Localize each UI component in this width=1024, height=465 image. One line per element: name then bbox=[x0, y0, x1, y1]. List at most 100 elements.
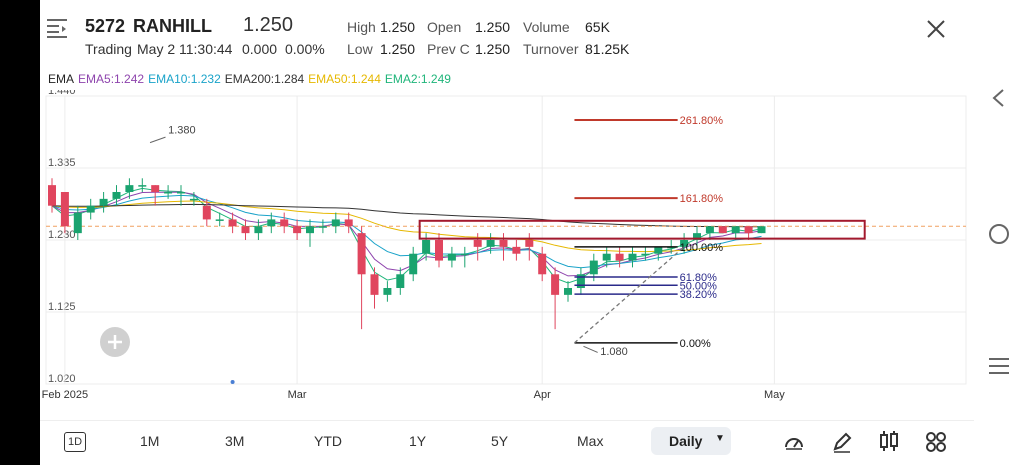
fib-level-label: 261.80% bbox=[680, 115, 724, 127]
timeframe-3m[interactable]: 3M bbox=[225, 433, 245, 449]
high-annotation: 1.380 bbox=[168, 125, 196, 137]
candle-body bbox=[138, 185, 147, 187]
fib-level-label: 38.20% bbox=[680, 289, 718, 301]
ema-line bbox=[51, 194, 762, 269]
x-tick-label: May bbox=[764, 389, 785, 401]
candle-body bbox=[409, 253, 418, 275]
draw-pencil-icon[interactable] bbox=[831, 431, 853, 453]
candlestick-chart[interactable]: 1.440 1.335 1.230 1.125 1.020 Feb 2025 Mar Apr M… bbox=[40, 90, 974, 410]
candle-body bbox=[654, 246, 663, 254]
y-tick-label: 1.020 bbox=[48, 373, 76, 385]
stat-value: 1.250 bbox=[475, 19, 511, 35]
ema-legend-item: EMA50:1.244 bbox=[308, 72, 381, 86]
stat-label: Open bbox=[427, 19, 462, 35]
candle-body bbox=[589, 260, 598, 275]
home-icon[interactable] bbox=[988, 223, 1010, 245]
back-icon[interactable] bbox=[990, 88, 1006, 108]
candle-body bbox=[718, 226, 727, 234]
candle-body bbox=[757, 226, 766, 234]
candle-body bbox=[744, 226, 753, 234]
candle-body bbox=[499, 240, 508, 247]
chevron-down-icon: ▼ bbox=[715, 433, 725, 444]
add-indicator-button[interactable] bbox=[100, 327, 130, 357]
close-icon[interactable] bbox=[926, 19, 946, 39]
stat-value: 81.25K bbox=[585, 41, 630, 57]
candle-body bbox=[693, 233, 701, 240]
fib-trend-line bbox=[574, 246, 685, 344]
stat-label: Prev C bbox=[427, 41, 470, 57]
candle-body bbox=[241, 226, 250, 234]
stat-label: Turnover bbox=[523, 41, 579, 57]
candle-body bbox=[86, 205, 95, 213]
y-tick-label: 1.335 bbox=[48, 157, 76, 169]
ema-legend-item: EMA bbox=[48, 72, 75, 86]
candle-body bbox=[641, 253, 650, 256]
candle-body bbox=[602, 253, 611, 261]
candle-body bbox=[151, 185, 160, 192]
fib-level-label: 0.00% bbox=[680, 338, 711, 350]
y-tick-label: 1.125 bbox=[48, 301, 76, 313]
candle-body bbox=[460, 253, 469, 256]
trading-status: Trading bbox=[85, 41, 132, 57]
candle-body bbox=[383, 288, 392, 295]
timeframe-max[interactable]: Max bbox=[577, 433, 604, 449]
candle-body bbox=[215, 219, 224, 221]
candle-body bbox=[99, 198, 108, 206]
low-annotation: 1.080 bbox=[600, 346, 628, 358]
chart-screen: 5272 RANHILL 1.250 Trading May 2 11:30:4… bbox=[40, 0, 974, 465]
annotation-leader bbox=[149, 136, 166, 144]
x-tick-label: Apr bbox=[534, 389, 551, 401]
candle-type-icon[interactable] bbox=[878, 430, 900, 452]
y-tick-label: 1.230 bbox=[48, 229, 76, 241]
stat-label: High bbox=[347, 19, 376, 35]
interval-label: Daily bbox=[669, 433, 703, 449]
candle-body bbox=[357, 233, 366, 275]
timeframe-1d[interactable]: 1D bbox=[64, 432, 86, 452]
interval-dropdown[interactable]: Daily ▼ bbox=[651, 427, 731, 455]
candle-body bbox=[331, 219, 340, 227]
speedometer-icon[interactable] bbox=[783, 431, 805, 453]
ema-line bbox=[51, 200, 762, 253]
candle-body bbox=[680, 240, 689, 247]
timeframe-5y[interactable]: 5Y bbox=[491, 433, 509, 449]
grid-layout-icon[interactable] bbox=[925, 431, 947, 453]
price-change-pct: 0.00% bbox=[285, 41, 325, 57]
menu-icon[interactable] bbox=[46, 18, 68, 38]
last-price: 1.250 bbox=[243, 14, 294, 36]
candle-body bbox=[473, 240, 482, 247]
candle-body bbox=[267, 219, 276, 227]
candle-body bbox=[396, 274, 405, 288]
fib-level-label: 50.00% bbox=[680, 280, 718, 292]
timeframe-label: 1D bbox=[67, 436, 83, 448]
candle-body bbox=[731, 226, 740, 234]
ema-legend-item: EMA5:1.242 bbox=[78, 72, 145, 86]
stat-value: 1.250 bbox=[475, 41, 511, 57]
candle-body bbox=[344, 219, 353, 227]
x-tick-label: Mar bbox=[288, 389, 307, 401]
event-marker bbox=[230, 380, 235, 384]
candle-body bbox=[125, 185, 134, 192]
stat-label: Volume bbox=[523, 19, 570, 35]
candle-body bbox=[435, 240, 443, 261]
candle-body bbox=[705, 226, 714, 234]
ema-legend-item: EMA200:1.284 bbox=[224, 72, 305, 86]
candle-body bbox=[564, 288, 572, 295]
system-nav-bar bbox=[974, 0, 1024, 465]
stock-name: RANHILL bbox=[133, 16, 212, 36]
candle-body bbox=[293, 226, 302, 234]
candle-body bbox=[628, 253, 637, 261]
candle-body bbox=[525, 240, 534, 247]
candle-body bbox=[228, 219, 237, 227]
candle-body bbox=[177, 192, 185, 194]
timeframe-1m[interactable]: 1M bbox=[140, 433, 160, 449]
stat-value: 65K bbox=[585, 19, 610, 35]
timeframe-ytd[interactable]: YTD bbox=[314, 433, 342, 449]
timeframe-1y[interactable]: 1Y bbox=[409, 433, 427, 449]
candle-body bbox=[615, 253, 624, 261]
stat-label: Low bbox=[347, 41, 373, 57]
recents-icon[interactable] bbox=[988, 356, 1010, 376]
candle-body bbox=[447, 253, 456, 261]
resistance-box bbox=[418, 219, 866, 240]
candle-body bbox=[422, 240, 431, 254]
ema-line bbox=[51, 187, 762, 284]
